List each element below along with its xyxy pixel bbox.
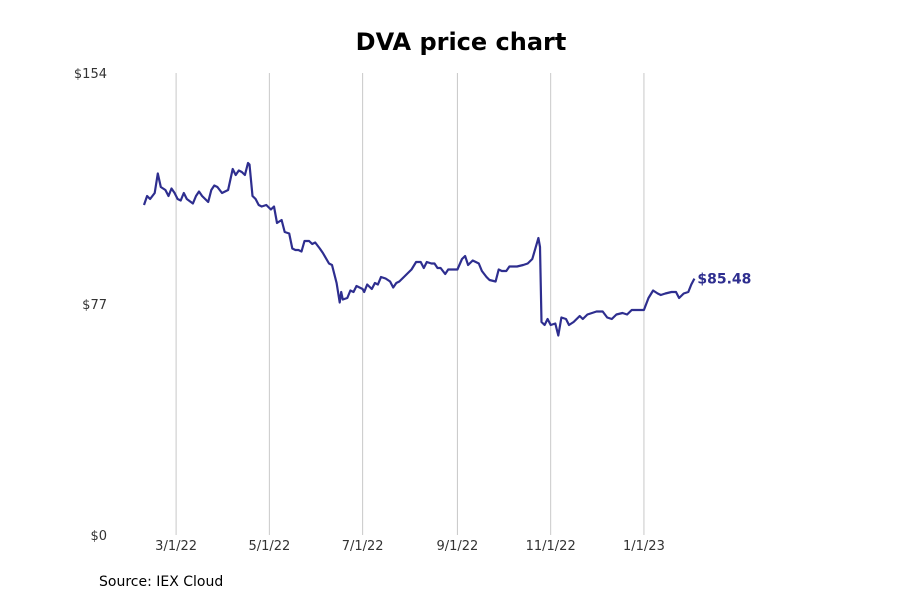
x-tick-label: 11/1/22 xyxy=(526,539,576,554)
grid-lines xyxy=(175,73,645,535)
series-layer xyxy=(142,161,696,337)
x-tick-label: 5/1/22 xyxy=(248,539,290,554)
price-line xyxy=(142,161,696,337)
x-axis-tick-labels: 3/1/22 5/1/22 7/1/22 9/1/22 11/1/22 1/1/23 xyxy=(155,539,665,554)
end-label-layer: $85.48 xyxy=(697,272,751,288)
y-tick-label: $77 xyxy=(82,298,107,313)
y-axis-tick-labels: $0 $77 $154 xyxy=(74,67,107,544)
y-tick-label: $0 xyxy=(90,529,107,544)
y-tick-label: $154 xyxy=(74,67,107,82)
source-note: Source: IEX Cloud xyxy=(99,574,224,590)
last-price-label: $85.48 xyxy=(697,272,751,288)
x-tick-label: 7/1/22 xyxy=(342,539,384,554)
x-tick-label: 1/1/23 xyxy=(623,539,665,554)
x-tick-label: 9/1/22 xyxy=(436,539,478,554)
x-tick-label: 3/1/22 xyxy=(155,539,197,554)
chart-title: DVA price chart xyxy=(355,28,567,56)
